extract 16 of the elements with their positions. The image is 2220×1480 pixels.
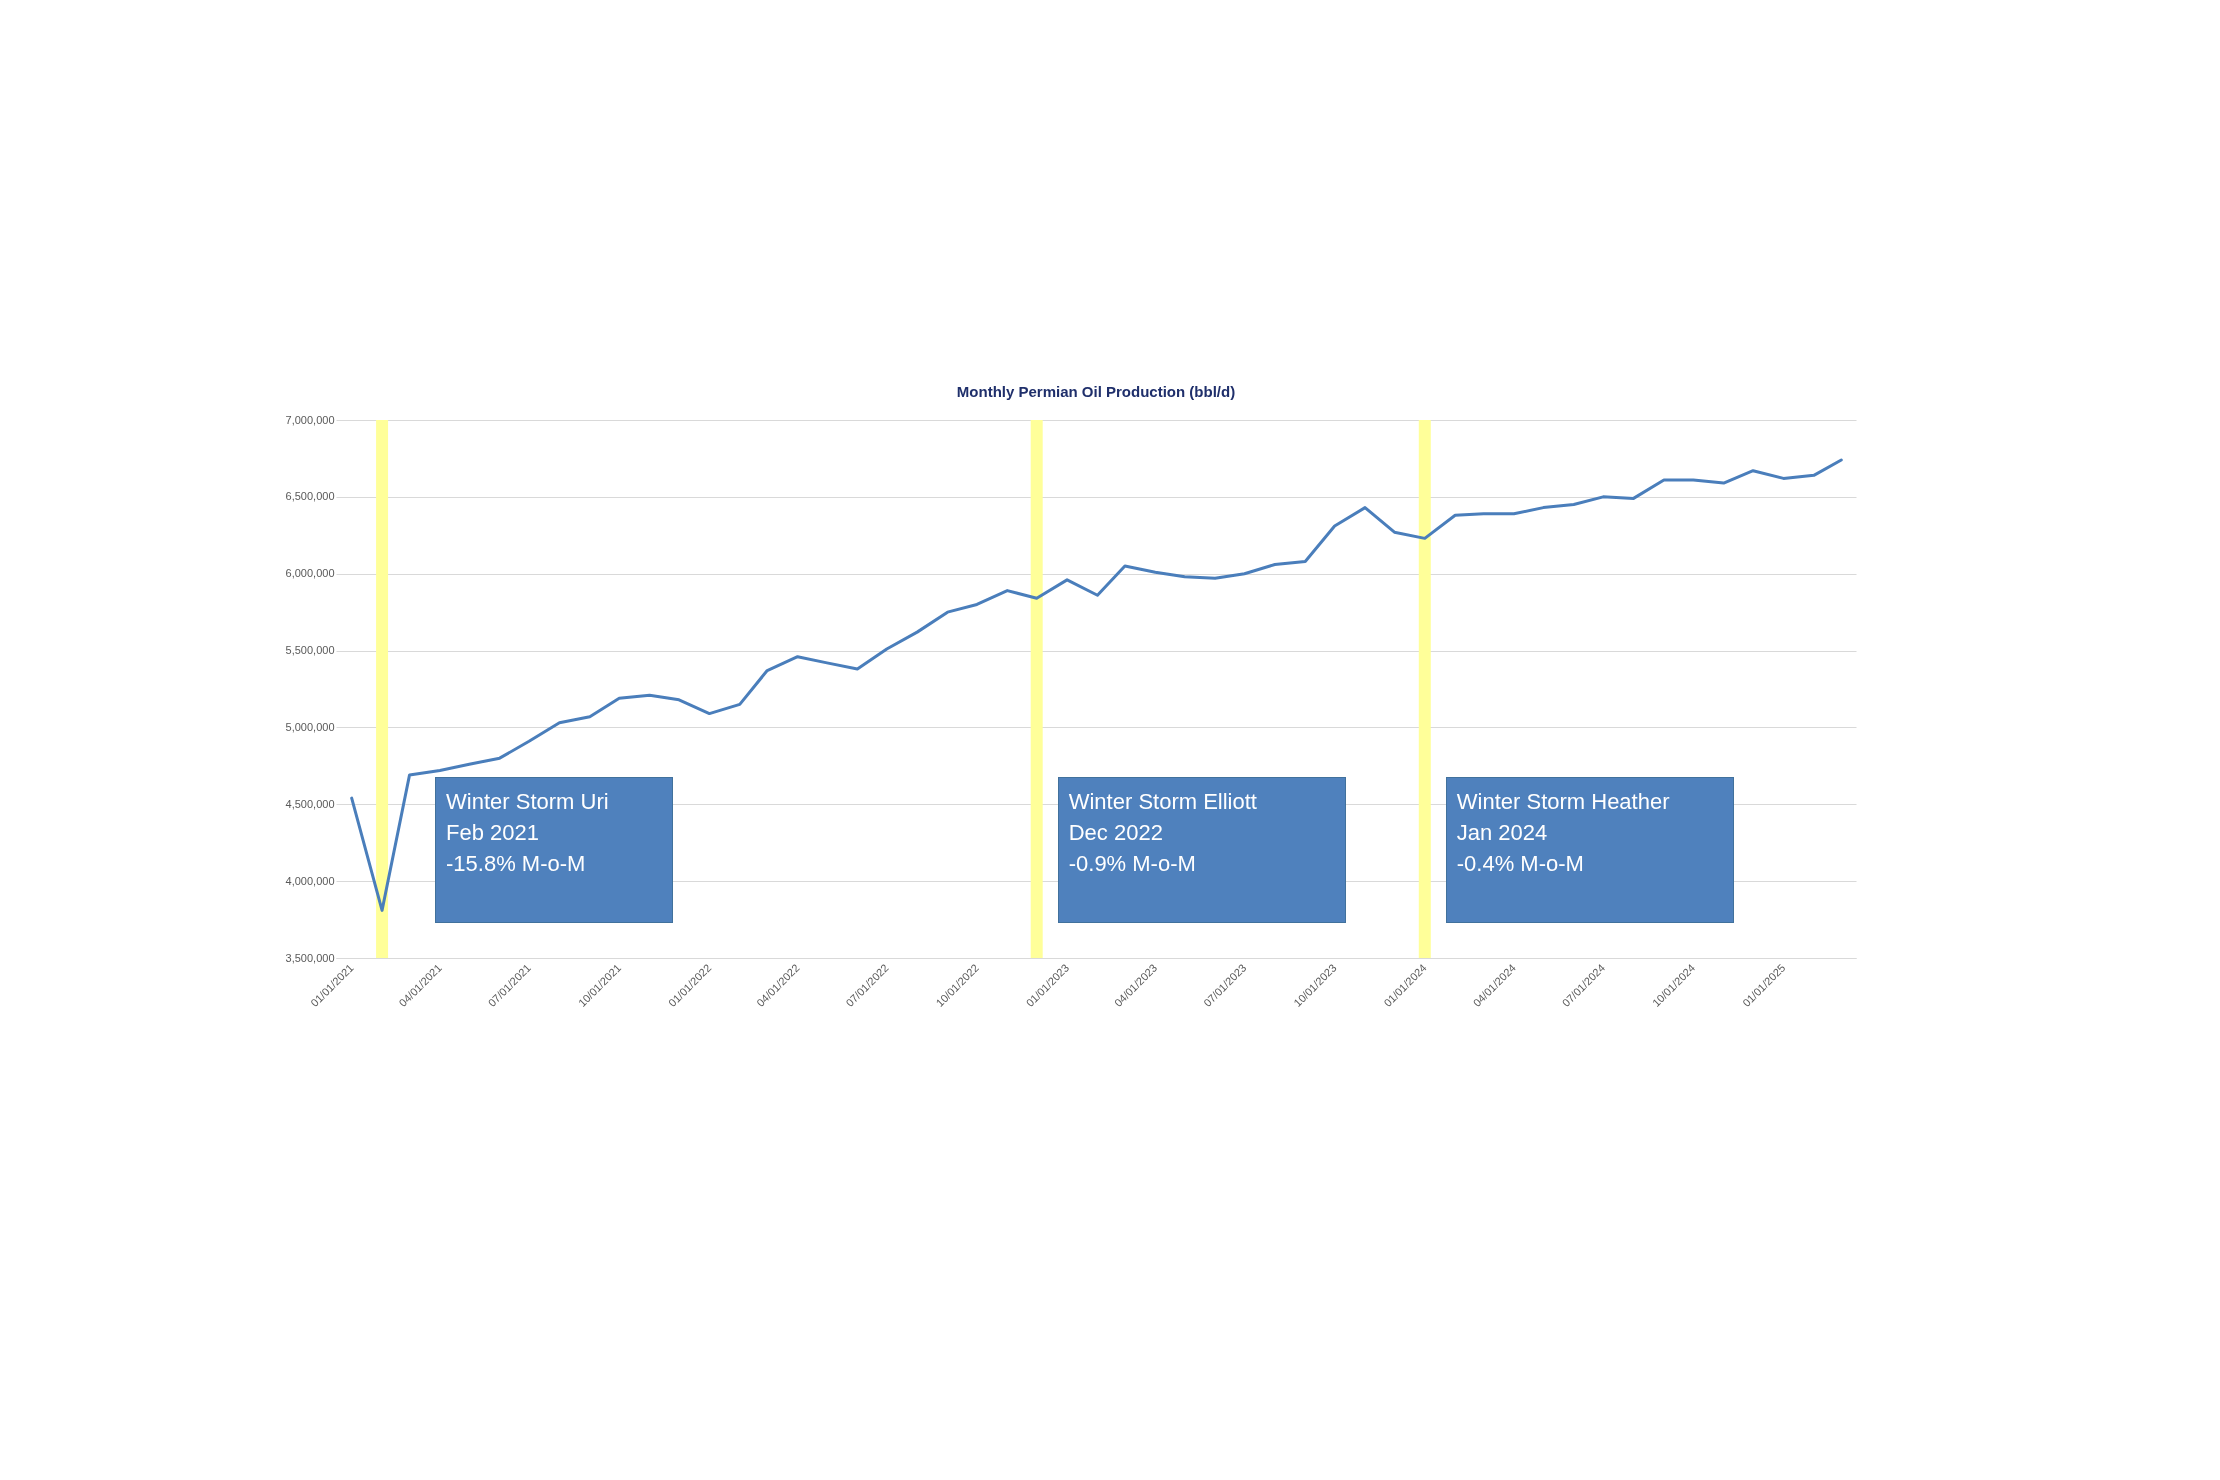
y-tick-label: 6,500,000 — [285, 490, 335, 503]
chart-title: Monthly Permian Oil Production (bbl/d) — [956, 383, 1236, 400]
y-tick-label: 5,000,000 — [285, 720, 335, 733]
annotation: Winter Storm Heather Jan 2024 -0.4% M-o-M — [1456, 788, 1671, 878]
y-tick-label: 7,000,000 — [285, 413, 335, 426]
y-tick-label: 5,500,000 — [285, 644, 335, 657]
callout-box: Winter Storm Elliott Dec 2022 -0.9% M-o-M — [1057, 777, 1346, 923]
annotation: Winter Storm Elliott Dec 2022 -0.9% M-o-M — [1068, 788, 1258, 878]
y-tick-label: 4,500,000 — [285, 797, 335, 810]
line-series — [350, 458, 1843, 912]
y-tick-label: 3,500,000 — [285, 951, 335, 964]
y-tick-label: 6,000,000 — [285, 567, 335, 580]
callout-box: Winter Storm Uri Feb 2021 -15.8% M-o-M — [435, 777, 673, 923]
y-tick-label: 4,000,000 — [285, 874, 335, 887]
callout-box: Winter Storm Heather Jan 2024 -0.4% M-o-M — [1445, 777, 1734, 923]
annotation: Winter Storm Uri Feb 2021 -15.8% M-o-M — [446, 788, 610, 878]
